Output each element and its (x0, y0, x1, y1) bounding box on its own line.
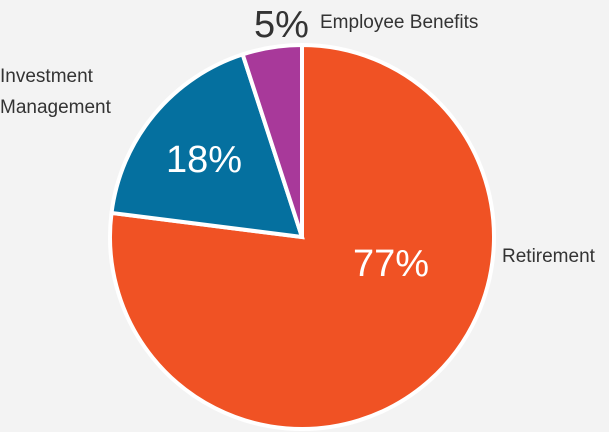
retirement-value-label: 77% (353, 243, 429, 285)
investment-category-label-line2: Management (0, 97, 112, 118)
investment-management-slice (109, 51, 305, 240)
retirement-category-label: Retirement (502, 246, 596, 267)
benefits-category-label: Employee Benefits (320, 12, 478, 33)
investment-value-label: 18% (166, 139, 242, 181)
employee-benefits-slice (240, 42, 304, 238)
investment-category-label-line1: Investment (0, 66, 94, 87)
benefits-value-label: 5% (254, 4, 309, 46)
pie-slices (108, 42, 496, 431)
retirement-slice (108, 42, 496, 431)
